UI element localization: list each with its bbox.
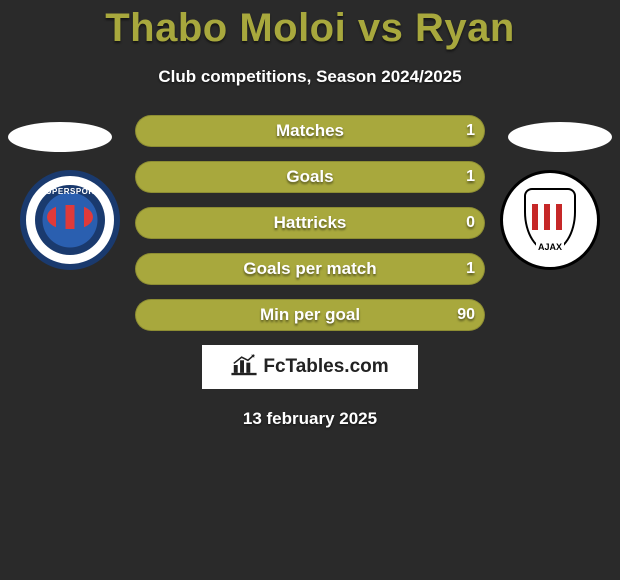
- subtitle: Club competitions, Season 2024/2025: [0, 67, 620, 87]
- stat-value-right: 1: [466, 115, 475, 147]
- page-title: Thabo Moloi vs Ryan: [0, 0, 620, 51]
- club-badge-left: SUPERSPORT: [20, 170, 120, 270]
- stat-label: Goals per match: [135, 253, 485, 285]
- stat-value-right: 1: [466, 253, 475, 285]
- stat-label: Goals: [135, 161, 485, 193]
- club-badge-right-label: AJAX: [536, 242, 564, 252]
- club-badge-right: AJAX: [500, 170, 600, 270]
- stat-row: Matches 1: [135, 115, 485, 147]
- date-label: 13 february 2025: [0, 409, 620, 429]
- stat-row: Goals per match 1: [135, 253, 485, 285]
- player-avatar-left: [8, 122, 112, 152]
- chart-icon: [231, 354, 257, 381]
- brand-text: FcTables.com: [263, 356, 388, 378]
- stat-label: Min per goal: [135, 299, 485, 331]
- stat-row: Goals 1: [135, 161, 485, 193]
- stat-row: Min per goal 90: [135, 299, 485, 331]
- stat-value-right: 1: [466, 161, 475, 193]
- stat-label: Hattricks: [135, 207, 485, 239]
- brand-tag[interactable]: FcTables.com: [202, 345, 418, 389]
- stat-row: Hattricks 0: [135, 207, 485, 239]
- stat-value-right: 90: [457, 299, 475, 331]
- stat-label: Matches: [135, 115, 485, 147]
- stat-value-right: 0: [466, 207, 475, 239]
- player-avatar-right: [508, 122, 612, 152]
- club-badge-left-label: SUPERSPORT: [40, 187, 100, 196]
